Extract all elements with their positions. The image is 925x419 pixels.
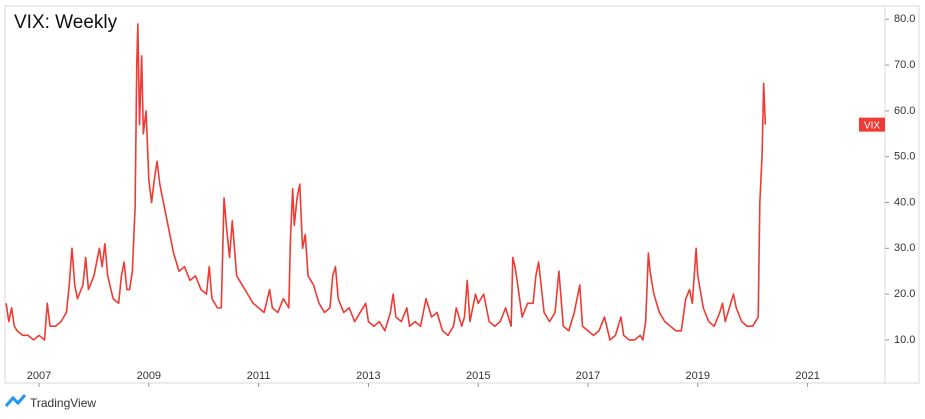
logo bbox=[4, 394, 27, 407]
y-tick-label: 30.0 bbox=[894, 242, 915, 254]
series-label: VIX bbox=[864, 120, 880, 131]
x-tick-label: 2017 bbox=[576, 370, 600, 382]
x-tick-label: 2015 bbox=[466, 370, 490, 382]
chart-title: VIX: Weekly bbox=[14, 12, 118, 33]
y-tick-label: 60.0 bbox=[894, 105, 915, 117]
x-tick-label: 2009 bbox=[137, 370, 161, 382]
x-tick-label: 2007 bbox=[27, 370, 51, 382]
y-tick-label: 10.0 bbox=[894, 334, 915, 346]
x-tick-label: 2011 bbox=[247, 370, 271, 382]
y-tick-label: 50.0 bbox=[894, 151, 915, 163]
branding: TradingView bbox=[30, 396, 96, 410]
series-line bbox=[5, 23, 767, 341]
x-tick-label: 2019 bbox=[686, 370, 710, 382]
y-tick-label: 40.0 bbox=[894, 196, 915, 208]
y-tick-label: 70.0 bbox=[894, 59, 915, 71]
last-value-box bbox=[859, 117, 885, 132]
y-tick-label: 80.0 bbox=[894, 13, 915, 25]
x-tick-label: 2013 bbox=[356, 370, 380, 382]
y-tick-label: 20.0 bbox=[894, 288, 915, 300]
x-tick-label: 2021 bbox=[795, 370, 819, 382]
